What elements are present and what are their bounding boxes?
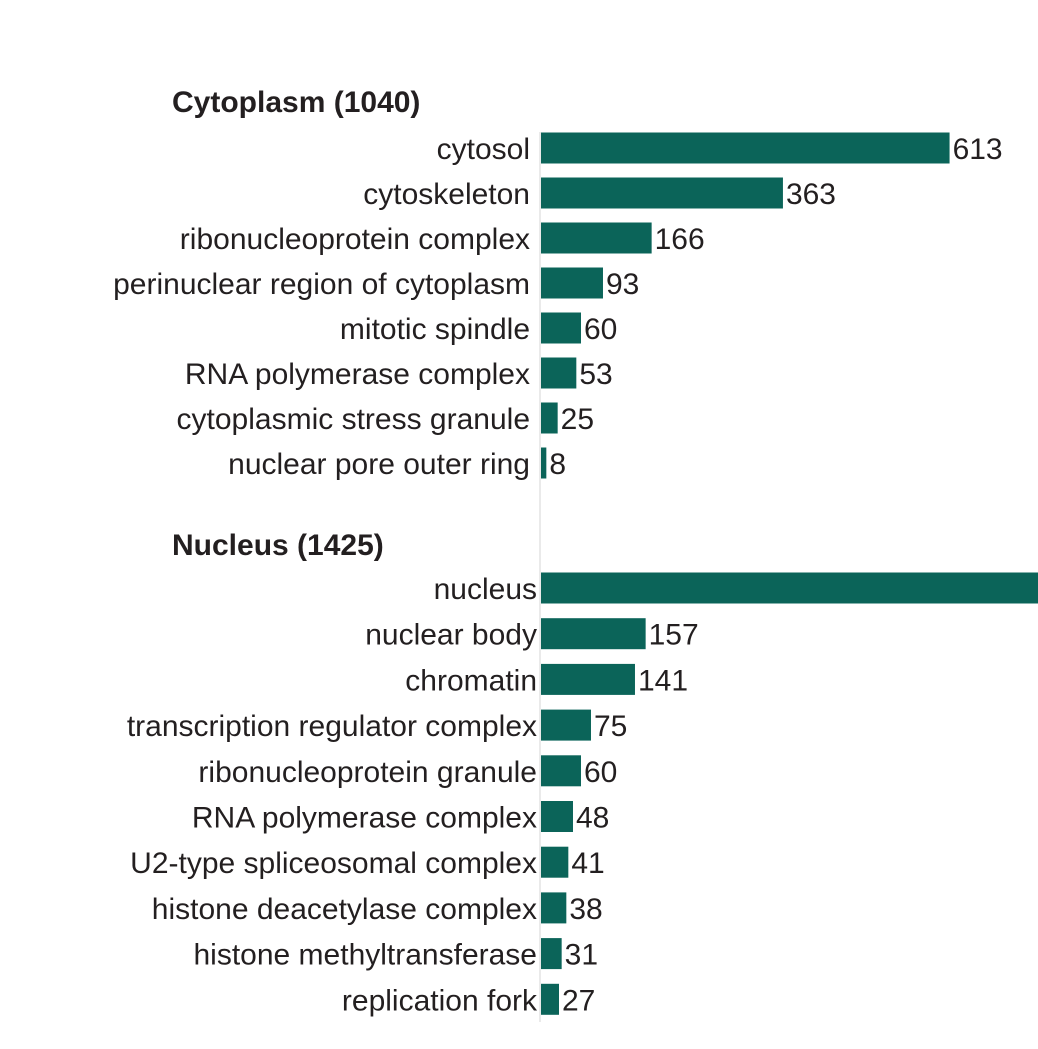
bar — [541, 709, 591, 741]
category-label: RNA polymerase complex — [185, 358, 530, 391]
category-label: replication fork — [342, 984, 538, 1017]
bar — [541, 618, 646, 650]
bar — [541, 402, 558, 434]
value-label: 613 — [953, 133, 1003, 166]
value-label: 48 — [576, 802, 609, 835]
value-label: 60 — [584, 313, 617, 346]
category-label: histone methyltransferase — [193, 939, 537, 972]
value-label: 157 — [649, 619, 699, 652]
category-label: RNA polymerase complex — [192, 802, 537, 835]
value-label: 75 — [594, 710, 627, 743]
value-label: 53 — [579, 358, 612, 391]
bar — [541, 132, 950, 164]
value-label: 60 — [584, 756, 617, 789]
category-label: cytoplasmic stress granule — [177, 403, 530, 436]
value-label: 31 — [565, 939, 598, 972]
bar — [541, 892, 567, 924]
category-label: U2-type spliceosomal complex — [130, 847, 537, 880]
bar — [541, 663, 635, 695]
group-title: Nucleus (1425) — [172, 529, 384, 562]
category-label: chromatin — [405, 664, 537, 697]
value-label: 93 — [606, 268, 639, 301]
category-label: ribonucleoprotein complex — [180, 223, 530, 256]
bar — [541, 572, 1038, 604]
category-label: ribonucleoprotein granule — [198, 756, 537, 789]
bar — [541, 983, 559, 1015]
value-label: 41 — [571, 847, 604, 880]
bar — [541, 447, 547, 479]
category-label: mitotic spindle — [340, 313, 530, 346]
bar — [541, 755, 581, 787]
bar — [541, 267, 603, 299]
category-label: perinuclear region of cytoplasm — [113, 268, 530, 301]
value-label: 25 — [561, 403, 594, 436]
category-label: histone deacetylase complex — [152, 893, 537, 926]
bar — [541, 801, 573, 832]
bar — [541, 222, 652, 254]
category-label: nucleus — [434, 573, 537, 606]
value-label: 27 — [562, 984, 595, 1017]
category-label: transcription regulator complex — [127, 710, 537, 743]
group-title: Cytoplasm (1040) — [172, 86, 420, 119]
value-label: 8 — [549, 448, 566, 481]
value-label: 166 — [655, 223, 705, 256]
category-label: cytoskeleton — [363, 178, 530, 211]
category-label: nuclear pore outer ring — [228, 448, 530, 481]
bar — [541, 846, 569, 878]
category-label: nuclear body — [365, 619, 537, 652]
bar — [541, 357, 577, 389]
bar — [541, 312, 581, 344]
bar — [541, 177, 783, 209]
bar — [541, 938, 562, 970]
value-label: 141 — [638, 664, 688, 697]
value-label: 363 — [786, 178, 836, 211]
value-label: 38 — [569, 893, 602, 926]
category-label: cytosol — [437, 133, 530, 166]
